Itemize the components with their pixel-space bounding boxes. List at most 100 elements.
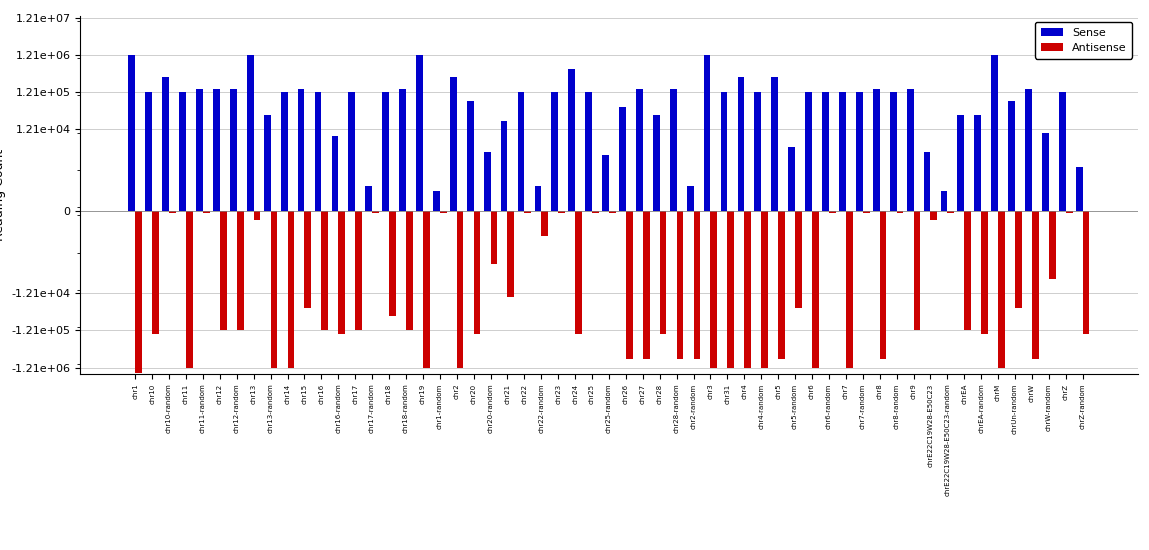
Bar: [896, 211, 903, 213]
Bar: [1059, 92, 1066, 211]
Bar: [501, 122, 508, 211]
Bar: [433, 190, 440, 211]
Bar: [298, 89, 304, 211]
Bar: [558, 211, 565, 213]
Bar: [626, 211, 633, 359]
Bar: [795, 211, 802, 307]
Bar: [619, 107, 626, 211]
Bar: [880, 211, 886, 359]
Bar: [670, 89, 677, 211]
Bar: [745, 211, 751, 367]
Bar: [383, 92, 390, 211]
Legend: Sense, Antisense: Sense, Antisense: [1035, 22, 1132, 59]
Bar: [271, 211, 277, 367]
Bar: [466, 101, 473, 211]
Bar: [456, 211, 463, 367]
Bar: [338, 211, 345, 334]
Bar: [186, 211, 193, 367]
Bar: [941, 190, 947, 211]
Bar: [416, 55, 423, 211]
Bar: [196, 89, 203, 211]
Bar: [677, 211, 684, 359]
Bar: [372, 211, 379, 213]
Bar: [1015, 211, 1021, 307]
Bar: [440, 211, 447, 213]
Bar: [450, 78, 456, 211]
Bar: [907, 89, 913, 211]
Bar: [755, 92, 762, 211]
Bar: [687, 186, 694, 211]
Bar: [541, 211, 548, 236]
Bar: [592, 211, 599, 213]
Bar: [247, 55, 254, 211]
Bar: [720, 92, 727, 211]
Bar: [484, 152, 491, 211]
Bar: [812, 211, 819, 367]
Bar: [873, 89, 880, 211]
Bar: [136, 211, 142, 373]
Bar: [805, 92, 812, 211]
Bar: [727, 211, 734, 367]
Bar: [585, 92, 592, 211]
Bar: [964, 211, 971, 331]
Bar: [957, 115, 964, 211]
Bar: [264, 115, 271, 211]
Bar: [703, 55, 710, 211]
Bar: [981, 211, 988, 334]
Bar: [1066, 211, 1072, 213]
Bar: [778, 211, 785, 359]
Bar: [162, 78, 169, 211]
Bar: [762, 211, 768, 367]
Bar: [406, 211, 412, 331]
Bar: [710, 211, 717, 367]
Bar: [738, 78, 745, 211]
Bar: [771, 78, 778, 211]
Bar: [1042, 133, 1049, 211]
Bar: [332, 136, 338, 211]
Bar: [280, 92, 287, 211]
Bar: [1032, 211, 1039, 359]
Bar: [179, 92, 186, 211]
Bar: [947, 211, 954, 213]
Bar: [315, 92, 322, 211]
Bar: [390, 211, 395, 316]
Bar: [203, 211, 209, 213]
Bar: [508, 211, 515, 296]
Bar: [146, 92, 152, 211]
Bar: [355, 211, 362, 331]
Bar: [609, 211, 616, 213]
Bar: [399, 89, 406, 211]
Bar: [694, 211, 701, 359]
Bar: [423, 211, 430, 367]
Bar: [365, 186, 372, 211]
Bar: [254, 211, 261, 219]
Bar: [348, 92, 355, 211]
Bar: [924, 152, 931, 211]
Bar: [788, 147, 795, 211]
Bar: [998, 211, 1005, 367]
Bar: [1075, 167, 1082, 211]
Bar: [1009, 101, 1015, 211]
Bar: [992, 55, 998, 211]
Bar: [322, 211, 329, 331]
Bar: [491, 211, 498, 264]
Bar: [237, 211, 244, 331]
Bar: [856, 92, 863, 211]
Bar: [129, 55, 136, 211]
Bar: [642, 211, 649, 359]
Bar: [213, 89, 219, 211]
Bar: [602, 155, 609, 211]
Bar: [660, 211, 666, 334]
Bar: [1049, 211, 1056, 279]
Bar: [287, 211, 294, 367]
Bar: [304, 211, 311, 307]
Bar: [230, 89, 237, 211]
Bar: [974, 115, 981, 211]
Bar: [524, 211, 531, 213]
Bar: [576, 211, 581, 334]
Bar: [473, 211, 480, 334]
Bar: [839, 92, 846, 211]
Bar: [913, 211, 920, 331]
Bar: [1025, 89, 1032, 211]
Bar: [552, 92, 558, 211]
